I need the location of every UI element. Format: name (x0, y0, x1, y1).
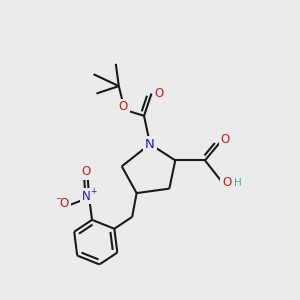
Text: H: H (234, 178, 242, 188)
Text: O: O (222, 176, 231, 189)
Text: −: − (55, 194, 61, 203)
Text: O: O (82, 165, 91, 178)
Text: +: + (90, 187, 97, 196)
Text: N: N (82, 190, 91, 202)
Text: O: O (60, 197, 69, 210)
Text: O: O (118, 100, 128, 113)
Text: O: O (220, 133, 230, 146)
Text: N: N (145, 138, 155, 151)
Text: O: O (154, 87, 164, 100)
